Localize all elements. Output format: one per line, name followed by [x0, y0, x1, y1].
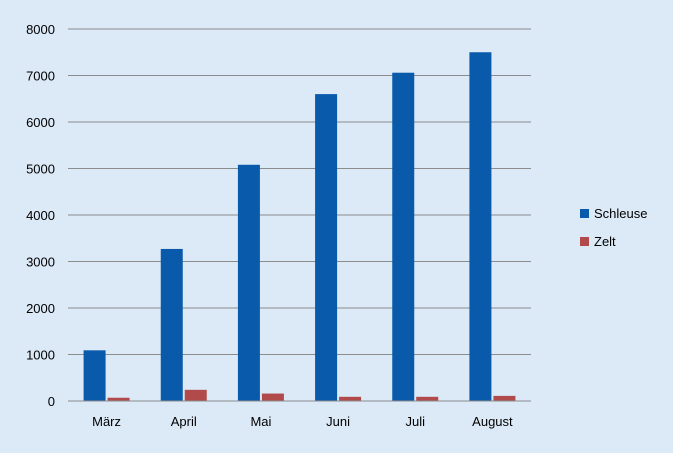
legend-label-schleuse: Schleuse: [594, 206, 647, 221]
y-tick-label: 7000: [26, 69, 55, 84]
y-tick-label: 8000: [26, 22, 55, 37]
gridlines: [68, 28, 531, 355]
bars: [83, 52, 516, 402]
bar-schleuse-juni: [315, 94, 338, 401]
y-tick-label: 0: [48, 394, 55, 409]
legend-label-zelt: Zelt: [594, 234, 616, 249]
x-tick-label: August: [472, 414, 513, 429]
x-tick-label: Mai: [250, 414, 271, 429]
bar-schleuse-märz: [83, 350, 106, 401]
legend-swatch-schleuse: [580, 209, 589, 218]
y-tick-label: 2000: [26, 301, 55, 316]
legend: Schleuse Zelt: [580, 206, 647, 249]
y-tick-label: 6000: [26, 115, 55, 130]
y-tick-label: 1000: [26, 348, 55, 363]
bar-zelt-august: [493, 395, 516, 401]
x-tick-label: April: [171, 414, 197, 429]
legend-swatch-zelt: [580, 237, 589, 246]
bar-zelt-april: [184, 389, 207, 401]
bar-zelt-mai: [261, 393, 284, 401]
bar-zelt-juni: [339, 396, 362, 401]
x-tick-label: Juli: [405, 414, 425, 429]
x-axis-tick-labels: März April Mai Juni Juli August: [92, 414, 513, 429]
y-tick-label: 4000: [26, 208, 55, 223]
bar-schleuse-august: [469, 52, 492, 401]
bar-zelt-märz: [107, 397, 130, 401]
bar-zelt-juli: [416, 396, 439, 401]
y-axis-tick-labels: 0 1000 2000 3000 4000 5000 6000 7000 8000: [26, 22, 55, 409]
bar-schleuse-april: [160, 248, 183, 401]
y-tick-label: 3000: [26, 255, 55, 270]
x-tick-label: Juni: [326, 414, 350, 429]
y-tick-label: 5000: [26, 162, 55, 177]
bar-schleuse-juli: [392, 72, 415, 402]
bar-schleuse-mai: [237, 164, 260, 401]
x-tick-label: März: [92, 414, 121, 429]
